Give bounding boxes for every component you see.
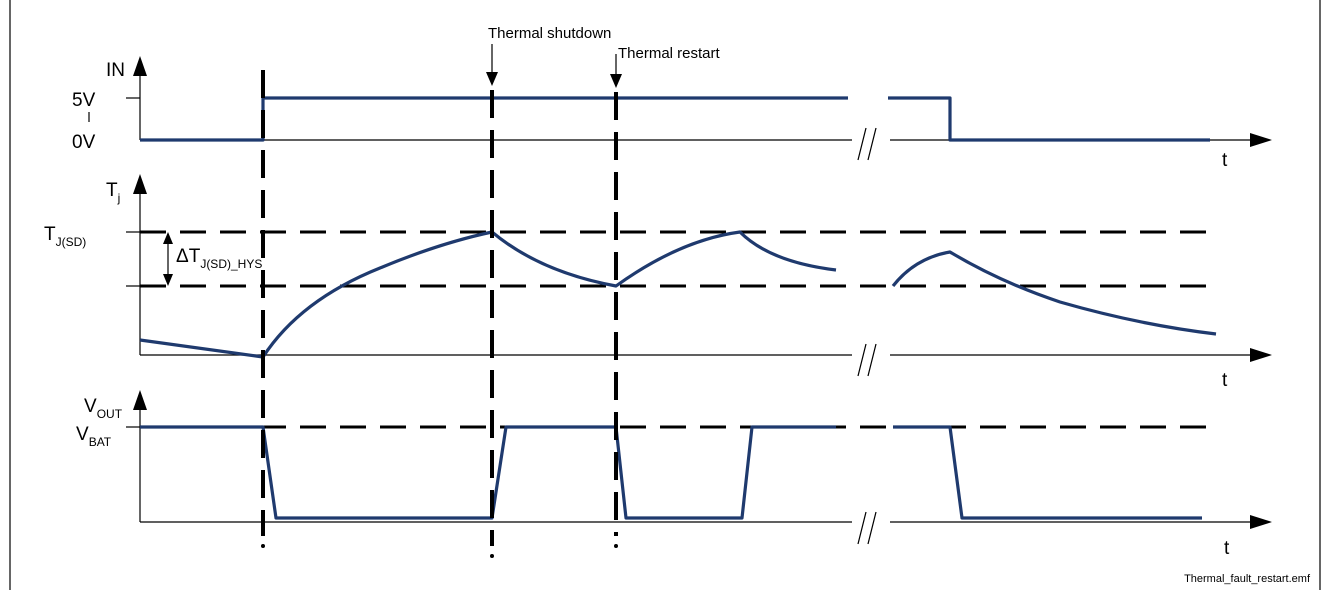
panel-vout: VOUT VBAT t [76,390,1272,559]
tj-waveform-continued [891,250,1217,336]
tj-waveform [139,230,837,359]
in-axis-label: IN [106,60,125,81]
diagram-frame [9,0,1321,590]
arrow-up-icon [133,174,147,194]
footer-filename: Thermal_fault_restart.emf [1184,573,1311,585]
hysteresis-bracket: ΔTJ(SD)_HYS [163,232,262,286]
thermal-restart-annotation: Thermal restart [610,45,721,88]
vout-axis-label: VOUT [84,396,123,421]
panel-in: IN 5V 0V t [72,56,1272,171]
vout-time-label: t [1224,538,1230,559]
vout-waveform-continued [893,425,1202,520]
arrow-right-icon [1250,348,1272,362]
in-high-level-label: 5V [72,90,96,111]
arrow-up-icon [133,390,147,410]
thermal-shutdown-annotation: Thermal shutdown [486,25,611,86]
event-markers [261,70,618,558]
in-time-label: t [1222,150,1228,171]
tj-axis-label: Tj [106,180,120,205]
arrow-down-icon [486,72,498,86]
arrow-right-icon [1250,515,1272,529]
tj-time-label: t [1222,370,1228,391]
hysteresis-label: ΔTJ(SD)_HYS [176,246,262,271]
in-low-level-label: 0V [72,132,96,153]
arrow-down-icon [610,74,622,88]
thermal-restart-label: Thermal restart [618,45,721,62]
arrow-up-icon [163,232,173,244]
arrow-down-icon [163,274,173,286]
vout-waveform [140,425,836,520]
vbat-level-label: VBAT [76,424,112,449]
in-waveform-continued [888,96,1210,142]
thermal-shutdown-label: Thermal shutdown [488,25,611,42]
tj-shutdown-threshold-label: TJ(SD) [44,224,86,249]
arrow-up-icon [133,56,147,76]
arrow-right-icon [1250,133,1272,147]
panel-tj: Tj TJ(SD) ΔTJ(SD)_HYS t [44,174,1272,391]
